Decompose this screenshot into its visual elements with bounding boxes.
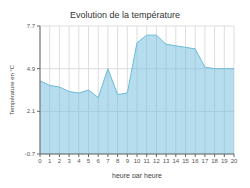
svg-text:7: 7	[106, 158, 110, 164]
svg-text:16: 16	[192, 158, 199, 164]
svg-text:0: 0	[38, 158, 42, 164]
svg-text:19: 19	[221, 158, 228, 164]
svg-text:12: 12	[153, 158, 160, 164]
svg-text:2: 2	[58, 158, 62, 164]
svg-text:6: 6	[97, 158, 101, 164]
svg-text:3: 3	[67, 158, 71, 164]
svg-text:18: 18	[211, 158, 218, 164]
svg-text:1: 1	[48, 158, 52, 164]
svg-text:4: 4	[77, 158, 81, 164]
svg-text:heure par heure: heure par heure	[112, 172, 162, 178]
svg-text:-0.7: -0.7	[25, 151, 36, 157]
svg-text:9: 9	[126, 158, 130, 164]
svg-text:5: 5	[87, 158, 91, 164]
svg-text:4.9: 4.9	[27, 66, 36, 72]
svg-text:11: 11	[144, 158, 151, 164]
svg-text:13: 13	[163, 158, 170, 164]
svg-text:17: 17	[202, 158, 209, 164]
svg-text:10: 10	[134, 158, 141, 164]
svg-text:14: 14	[172, 158, 179, 164]
svg-text:8: 8	[116, 158, 120, 164]
svg-text:7.7: 7.7	[27, 23, 36, 29]
svg-text:20: 20	[231, 158, 238, 164]
svg-text:15: 15	[182, 158, 189, 164]
html-text:Evolution de la température: Evolution de la température	[70, 10, 180, 20]
svg-text:Température en °C: Température en °C	[9, 64, 15, 115]
svg-text:2.1: 2.1	[27, 108, 36, 114]
